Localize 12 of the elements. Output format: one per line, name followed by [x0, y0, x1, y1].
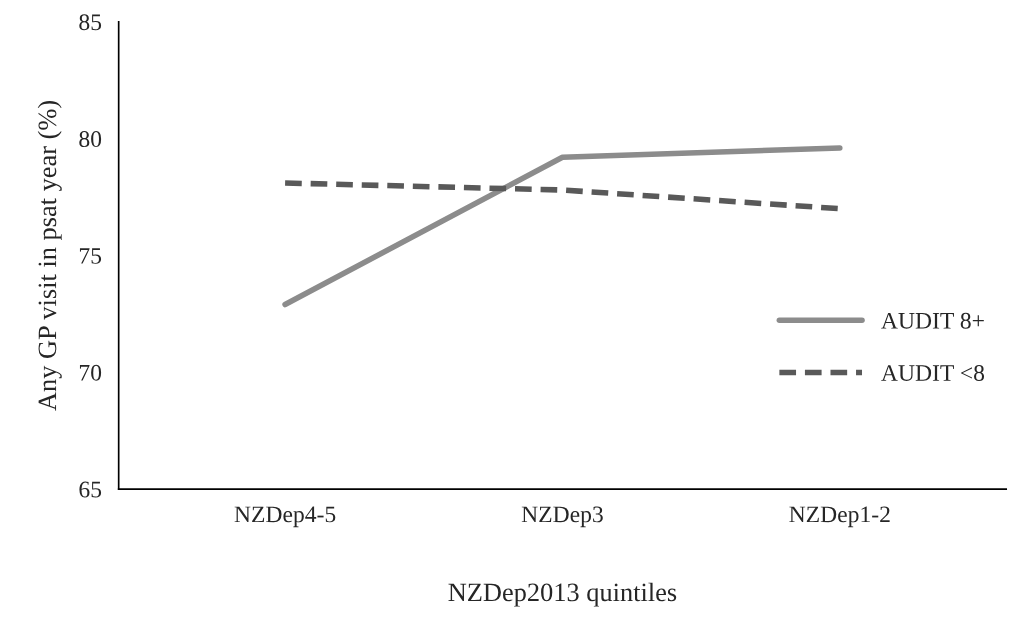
y-tick-label: 80 — [79, 131, 102, 148]
y-tick-label: 85 — [79, 14, 102, 31]
legend-label: AUDIT 8+ — [881, 312, 984, 329]
y-tick-label: 70 — [79, 364, 102, 381]
y-tick-label: 75 — [79, 248, 102, 264]
y-axis-title: Any GP visit in psat year (%) — [37, 100, 62, 411]
x-tick-label: NZDep4-5 — [234, 506, 336, 528]
x-axis-title: NZDep2013 quintiles — [448, 582, 677, 607]
y-tick-label: 65 — [79, 481, 102, 498]
x-tick-label: NZDep1-2 — [789, 506, 890, 528]
x-tick-label: NZDep3 — [521, 506, 603, 528]
legend-label: AUDIT <8 — [881, 365, 985, 381]
